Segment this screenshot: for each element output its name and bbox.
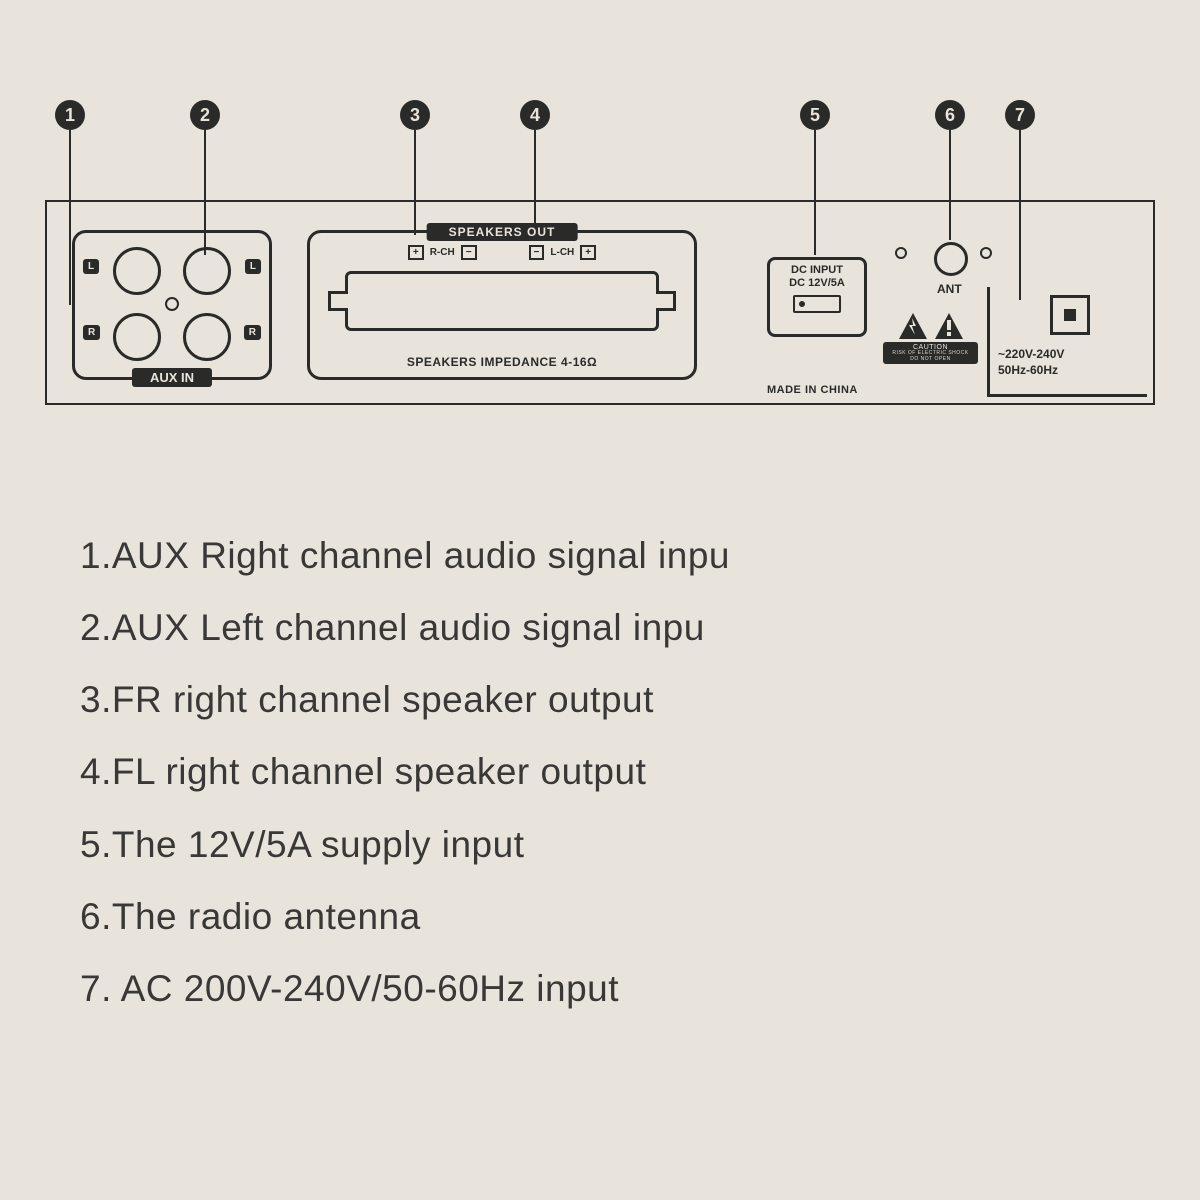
callout-1-num: 1: [65, 105, 75, 126]
speakers-terminal-row: + R-CH − − L-CH +: [310, 245, 694, 260]
callout-7: 7: [1005, 100, 1035, 130]
legend-item-1: 1.AUX Right channel audio signal inpu: [80, 520, 730, 592]
callout-7-num: 7: [1015, 105, 1025, 126]
callout-6-num: 6: [945, 105, 955, 126]
callout-3: 3: [400, 100, 430, 130]
callout-5: 5: [800, 100, 830, 130]
speakers-header: SPEAKERS OUT: [427, 223, 578, 241]
aux-jack-r1: [113, 313, 161, 361]
dc-spec: DC 12V/5A: [770, 277, 864, 289]
legend-item-6: 6.The radio antenna: [80, 881, 730, 953]
legend-item-7: 7. AC 200V-240V/50-60Hz input: [80, 953, 730, 1025]
aux-jack-l2: [183, 247, 231, 295]
aux-r-left: R: [83, 325, 100, 340]
ac-block: ~220V-240V 50Hz-60Hz: [987, 287, 1147, 397]
ant-label: ANT: [937, 282, 962, 296]
callout-6: 6: [935, 100, 965, 130]
callout-1: 1: [55, 100, 85, 130]
term-minus-2: −: [529, 245, 545, 260]
term-plus-1: +: [408, 245, 424, 260]
aux-l-right: L: [245, 259, 261, 274]
impedance-label: SPEAKERS IMPEDANCE 4-16Ω: [310, 355, 694, 369]
term-lch: L-CH: [550, 247, 574, 258]
speaker-connector: [345, 271, 659, 331]
aux-jack-l1: [113, 247, 161, 295]
legend: 1.AUX Right channel audio signal inpu 2.…: [80, 520, 730, 1025]
aux-r-right: R: [244, 325, 261, 340]
made-in-label: MADE IN CHINA: [767, 384, 858, 396]
speaker-notch-l: [328, 291, 348, 311]
legend-item-5: 5.The 12V/5A supply input: [80, 809, 730, 881]
term-rch: R-CH: [430, 247, 455, 258]
lightning-icon: [898, 312, 928, 340]
dc-jack-icon: [793, 295, 841, 313]
aux-l-left: L: [83, 259, 99, 274]
ac-line1: ~220V-240V: [998, 347, 1064, 361]
callout-5-num: 5: [810, 105, 820, 126]
aux-center-dot: [165, 297, 179, 311]
callout-4: 4: [520, 100, 550, 130]
back-panel: L L R R AUX IN SPEAKERS OUT + R-CH − − L…: [45, 200, 1155, 405]
term-plus-2: +: [580, 245, 596, 260]
aux-in-label: AUX IN: [132, 368, 212, 387]
callout-2-num: 2: [200, 105, 210, 126]
screw-2: [980, 247, 992, 259]
caution-block: CAUTION RISK OF ELECTRIC SHOCKDO NOT OPE…: [883, 312, 978, 377]
dc-block: DC INPUT DC 12V/5A: [767, 257, 867, 337]
caution-bar: CAUTION RISK OF ELECTRIC SHOCKDO NOT OPE…: [883, 342, 978, 364]
callout-4-num: 4: [530, 105, 540, 126]
ant-connector: [934, 242, 968, 276]
aux-jack-r2: [183, 313, 231, 361]
callout-2: 2: [190, 100, 220, 130]
warning-icon: [934, 312, 964, 340]
ac-socket: [1050, 295, 1090, 335]
callout-3-num: 3: [410, 105, 420, 126]
speaker-notch-r: [656, 291, 676, 311]
legend-item-3: 3.FR right channel speaker output: [80, 664, 730, 736]
term-minus-1: −: [461, 245, 477, 260]
speakers-block: SPEAKERS OUT + R-CH − − L-CH + SPEAKERS …: [307, 230, 697, 380]
legend-item-4: 4.FL right channel speaker output: [80, 736, 730, 808]
legend-item-2: 2.AUX Left channel audio signal inpu: [80, 592, 730, 664]
screw-1: [895, 247, 907, 259]
aux-block: L L R R AUX IN: [72, 230, 272, 380]
dc-title: DC INPUT: [770, 264, 864, 276]
ac-line2: 50Hz-60Hz: [998, 363, 1058, 377]
